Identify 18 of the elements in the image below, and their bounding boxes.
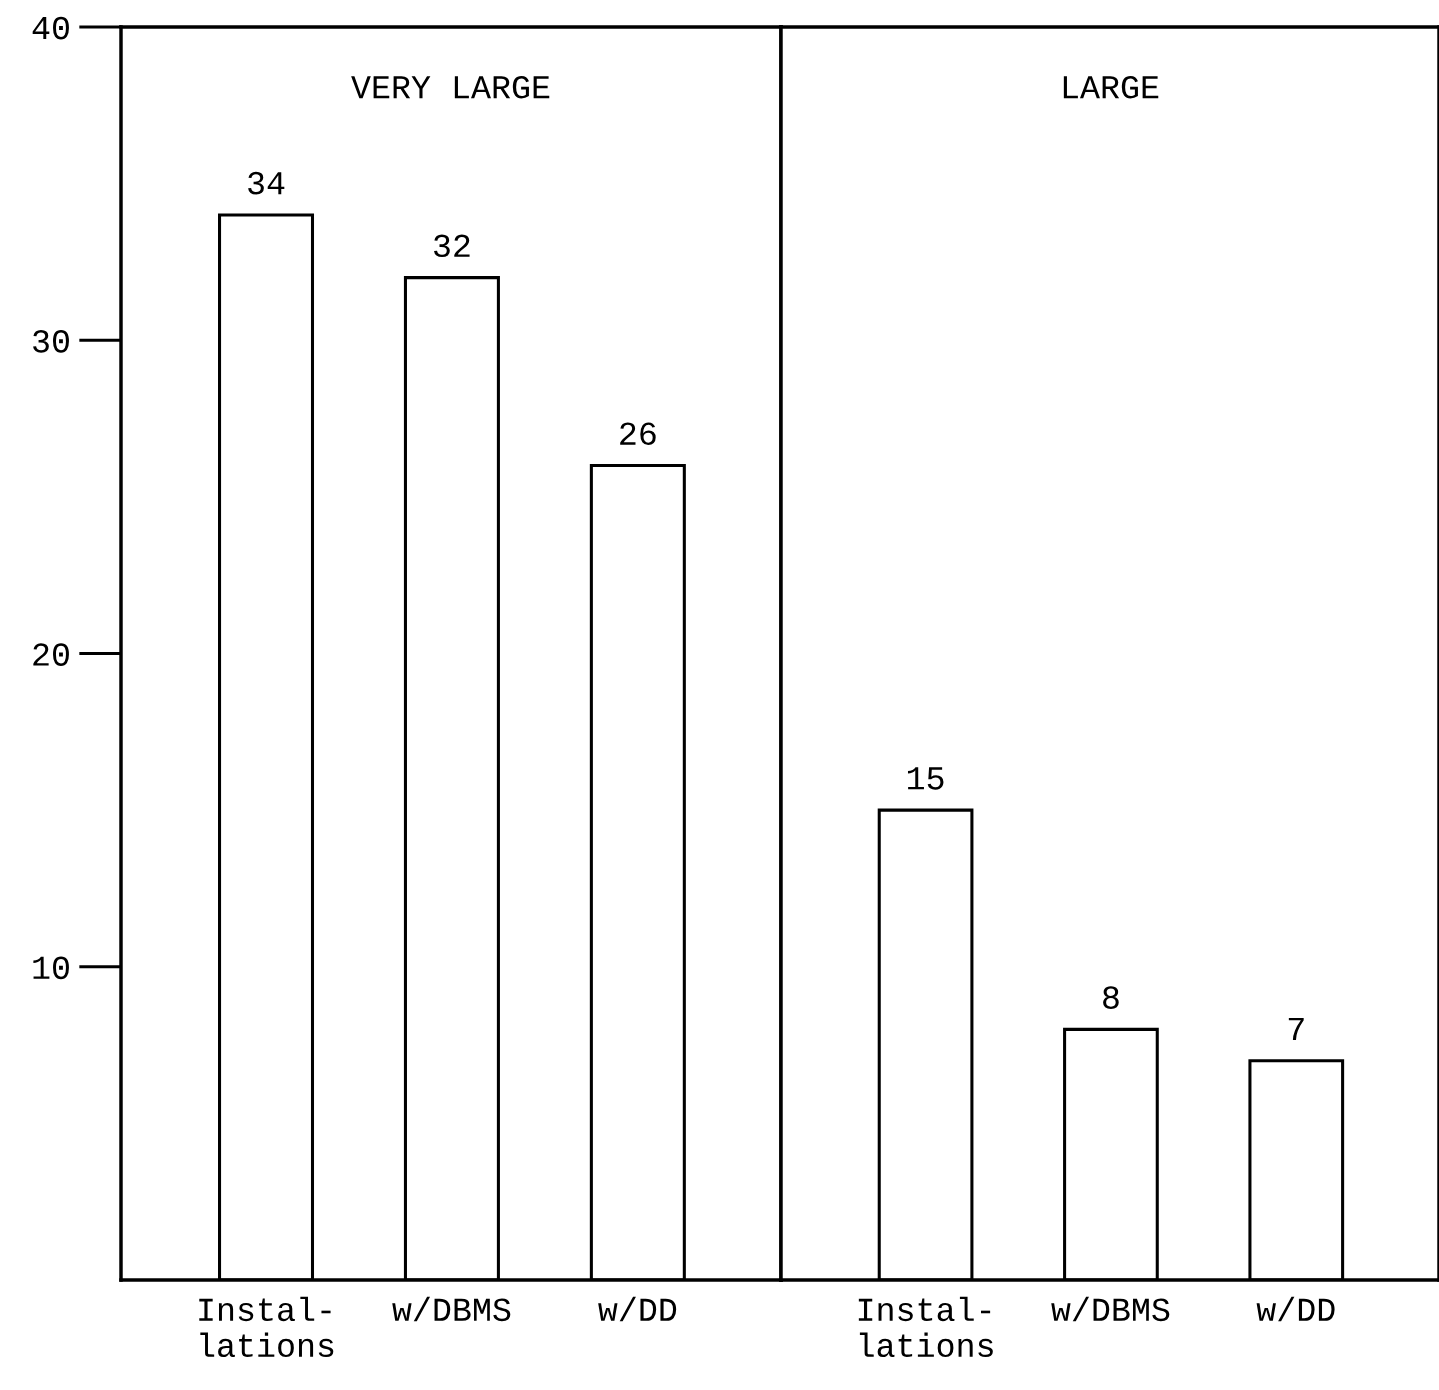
x-tick-label: w/DD <box>598 1296 677 1322</box>
data-label: 15 <box>907 767 944 790</box>
x-tick-label: Instal- lations <box>858 1296 993 1358</box>
x-tick-label: w/DBMS <box>392 1296 511 1322</box>
data-label: 34 <box>248 171 285 195</box>
data-label: 32 <box>434 234 470 258</box>
text: LARGE <box>1063 75 1159 99</box>
x-tick-label: w/DBMS <box>1051 1296 1170 1322</box>
text: VERY LARGE <box>351 75 550 99</box>
x-tick-label: Instal- lations <box>199 1296 334 1358</box>
y-tick-label: 30 <box>33 330 69 353</box>
x-tick-label: w/DD <box>1256 1296 1335 1322</box>
y-tick-label: 40 <box>32 16 69 40</box>
data-label: 26 <box>620 422 656 446</box>
data-label: 8 <box>1103 986 1119 1009</box>
y-tick-label: 10 <box>33 956 69 980</box>
data-label: 7 <box>1288 1017 1304 1040</box>
y-tick-label: 20 <box>33 643 69 666</box>
